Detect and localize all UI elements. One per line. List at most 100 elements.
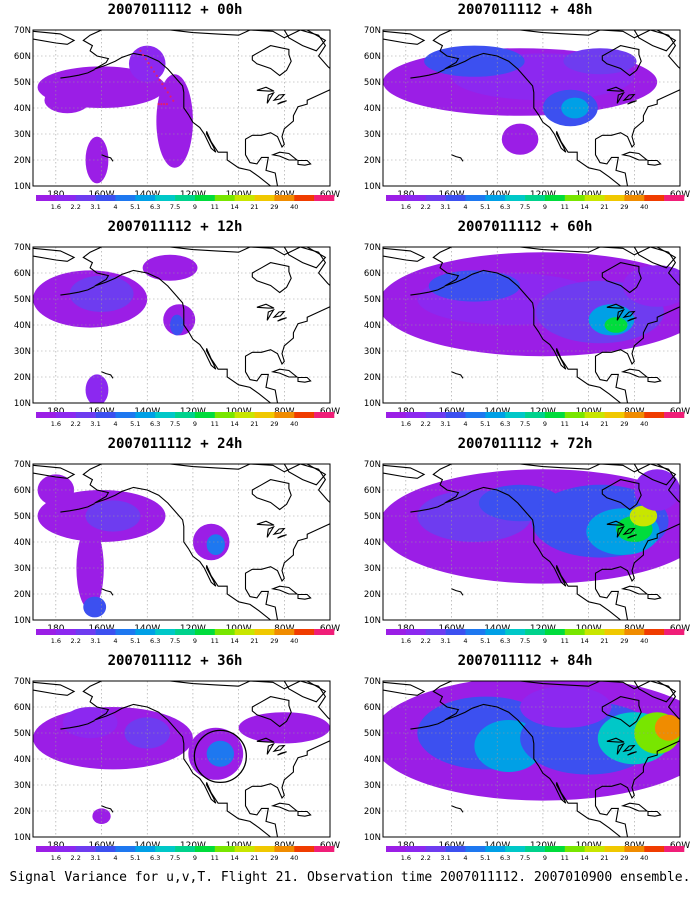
colorbar-label: 40 xyxy=(290,420,298,428)
colorbar-swatch xyxy=(445,846,466,852)
lat-tick-label: 40N xyxy=(364,104,381,114)
colorbar-swatch xyxy=(314,195,335,201)
variance-region xyxy=(156,74,193,168)
colorbar-swatch xyxy=(36,412,57,418)
colorbar-swatch xyxy=(75,629,96,635)
colorbar-swatch xyxy=(564,195,585,201)
colorbar-label: 11 xyxy=(211,854,219,862)
colorbar: 1.6 2.2 3.1 4 5.1 6.3 7.5 9 11 14 21 29 40 xyxy=(386,195,685,211)
colorbar-label: 7.5 xyxy=(520,203,530,211)
colorbar-label: 7.5 xyxy=(520,854,530,862)
panel-title: 2007011112 + 48h xyxy=(457,2,593,18)
lat-tick-label: 40N xyxy=(14,321,31,331)
variance-region xyxy=(563,48,637,75)
colorbar-label: 4 xyxy=(113,637,117,645)
colorbar-swatch xyxy=(75,412,96,418)
panel-title: 2007011112 + 36h xyxy=(107,653,243,669)
lat-tick-label: 60N xyxy=(14,486,31,496)
colorbar-swatch xyxy=(664,195,685,201)
lat-tick-label: 30N xyxy=(14,347,31,357)
colorbar-label: 21 xyxy=(250,420,258,428)
variance-region xyxy=(561,97,589,119)
colorbar-swatch xyxy=(465,412,486,418)
colorbar-swatch xyxy=(505,195,526,201)
colorbar-label: 9 xyxy=(193,854,197,862)
colorbar-swatch xyxy=(194,412,216,418)
panel-title: 2007011112 + 24h xyxy=(107,436,243,452)
colorbar-swatch xyxy=(505,846,526,852)
colorbar-swatch xyxy=(465,195,486,201)
lat-tick-label: 70N xyxy=(364,677,381,687)
colorbar-swatch xyxy=(604,846,625,852)
colorbar-label: 6.3 xyxy=(150,203,160,211)
colorbar-label: 11 xyxy=(561,420,569,428)
colorbar-label: 9 xyxy=(193,420,197,428)
colorbar-label: 11 xyxy=(561,637,569,645)
lat-tick-label: 40N xyxy=(14,755,31,765)
variance-region xyxy=(206,740,235,767)
colorbar-swatch xyxy=(425,846,446,852)
lat-tick-label: 60N xyxy=(364,486,381,496)
graticule xyxy=(33,247,331,403)
variance-map: 70N60N50N40N30N20N10N180160W140W120W100W… xyxy=(14,460,340,645)
variance-region xyxy=(654,714,680,741)
colorbar-swatch xyxy=(584,846,605,852)
colorbar-swatch xyxy=(445,629,466,635)
map-panel-grid: 2007011112 + 00h70N60N50N40N30N20N10N180… xyxy=(14,0,690,862)
map-panel: 2007011112 + 48h70N60N50N40N30N20N10N180… xyxy=(350,0,690,212)
lat-tick-label: 10N xyxy=(14,833,31,843)
lat-tick-label: 70N xyxy=(364,243,381,253)
colorbar-swatch xyxy=(214,629,235,635)
colorbar-swatch xyxy=(155,412,176,418)
colorbar-label: 9 xyxy=(543,203,547,211)
variance-region xyxy=(424,45,525,77)
colorbar-swatch xyxy=(644,412,665,418)
colorbar-swatch xyxy=(544,846,566,852)
colorbar-label: 14 xyxy=(581,203,589,211)
lat-tick-label: 40N xyxy=(364,755,381,765)
colorbar-swatch xyxy=(505,412,526,418)
lat-tick-label: 50N xyxy=(14,729,31,739)
colorbar-label: 6.3 xyxy=(500,420,510,428)
coastline xyxy=(383,247,680,403)
colorbar-swatch xyxy=(55,629,77,635)
colorbar-swatch xyxy=(115,846,136,852)
coastline xyxy=(383,464,680,620)
graticule xyxy=(33,464,331,620)
highlight-circle xyxy=(193,729,247,784)
variance-region xyxy=(37,474,75,506)
colorbar-swatch xyxy=(624,412,645,418)
lat-tick-label: 70N xyxy=(364,460,381,470)
colorbar-label: 7.5 xyxy=(520,420,530,428)
colorbar-swatch xyxy=(584,629,605,635)
colorbar-swatch xyxy=(135,629,156,635)
lat-tick-label: 20N xyxy=(364,373,381,383)
colorbar-label: 3.1 xyxy=(440,854,450,862)
map-panel: 2007011112 + 60h70N60N50N40N30N20N10N180… xyxy=(350,217,690,429)
colorbar-label: 40 xyxy=(640,854,648,862)
colorbar-label: 21 xyxy=(600,420,608,428)
coastline xyxy=(383,30,680,186)
coastline xyxy=(33,464,330,620)
figure-caption: Signal Variance for u,v,T. Flight 21. Ob… xyxy=(9,870,691,885)
colorbar-swatch xyxy=(664,629,685,635)
colorbar-label: 5.1 xyxy=(130,854,140,862)
variance-region xyxy=(634,469,680,511)
colorbar-swatch xyxy=(386,412,407,418)
lat-tick-label: 30N xyxy=(14,564,31,574)
lat-tick-label: 70N xyxy=(14,26,31,36)
graticule xyxy=(33,681,331,837)
colorbar-label: 5.1 xyxy=(130,420,140,428)
variance-region xyxy=(85,374,109,403)
colorbar-label: 14 xyxy=(231,637,239,645)
variance-shading xyxy=(383,469,680,584)
colorbar-swatch xyxy=(485,846,506,852)
colorbar-label: 2.2 xyxy=(421,637,431,645)
lat-tick-label: 70N xyxy=(14,243,31,253)
colorbar-label: 6.3 xyxy=(150,420,160,428)
colorbar-swatch xyxy=(485,412,506,418)
colorbar-swatch xyxy=(445,412,466,418)
colorbar-swatch xyxy=(155,195,176,201)
colorbar-swatch xyxy=(314,846,335,852)
lat-tick-label: 50N xyxy=(364,295,381,305)
